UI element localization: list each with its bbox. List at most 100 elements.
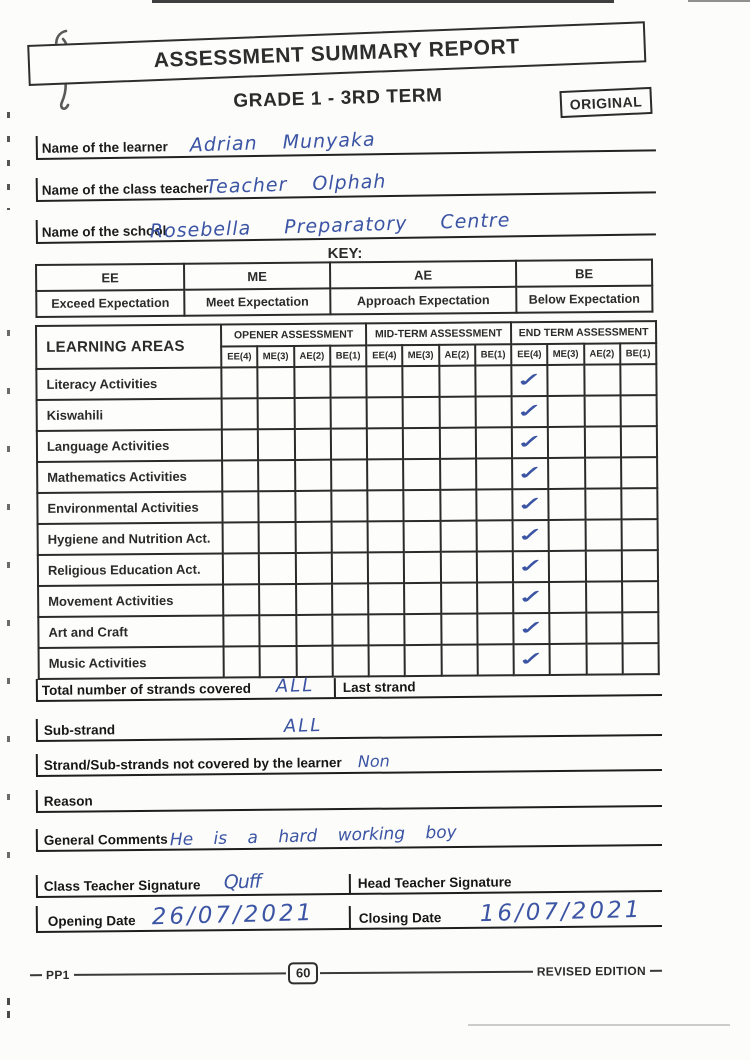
- general-comments-field: General Comments He is a hard working bo…: [35, 822, 662, 852]
- field-label: Strand/Sub-strands not covered by the le…: [43, 755, 342, 773]
- assessment-cell: [621, 519, 658, 551]
- assessment-cell: [440, 613, 478, 645]
- assessment-table-body: Literacy Activities ✓ Kiswahili ✓ Language A…: [36, 364, 659, 679]
- learning-area-label: Art and Craft: [38, 615, 224, 648]
- checkmark-icon: ✓: [518, 493, 544, 515]
- scan-edge-line: [688, 0, 750, 2]
- assessment-cell: [294, 397, 331, 429]
- footer-left-code: PP1: [45, 967, 70, 983]
- assessment-cell: [440, 551, 477, 583]
- assessment-cell: [258, 490, 296, 523]
- handwritten-teacher-name: Teacher Olphah: [205, 170, 387, 199]
- original-stamp: ORIGINAL: [559, 86, 653, 119]
- assessment-cell: ✓: [512, 550, 550, 583]
- assessment-cell: [258, 521, 296, 554]
- assessment-cell: [330, 459, 368, 491]
- assessment-cell: [620, 364, 657, 396]
- table-row: Movement Activities ✓: [38, 581, 659, 617]
- assessment-cell: [368, 583, 405, 615]
- subcol-header: AE(2): [438, 344, 476, 366]
- learning-area-label: Movement Activities: [38, 584, 224, 617]
- checkmark-icon: ✓: [518, 586, 544, 608]
- assessment-cell: [295, 583, 333, 615]
- assessment-cell: [439, 396, 476, 428]
- checkmark-icon: ✓: [517, 431, 543, 453]
- assessment-cell: [331, 583, 369, 615]
- assessment-cell: [293, 366, 331, 398]
- footer-dash: [649, 969, 663, 973]
- assessment-cell: [259, 583, 296, 616]
- scan-crease-line: [468, 1024, 730, 1026]
- assessment-cell: [295, 614, 333, 646]
- assessment-cell: [439, 489, 477, 521]
- assessment-cell: [294, 490, 332, 522]
- assessment-cell: [549, 612, 587, 644]
- assessment-cell: [404, 582, 441, 615]
- assessment-cell: [621, 581, 659, 613]
- assessment-cell: [584, 457, 622, 489]
- checkmark-icon: ✓: [517, 462, 543, 484]
- assessment-cell: ✓: [513, 581, 550, 614]
- field-label: Name of the learner: [41, 139, 168, 156]
- table-row: Mathematics Activities ✓: [37, 457, 658, 493]
- assessment-cell: [440, 520, 477, 552]
- handwritten-opening-date: 26/07/2021: [151, 899, 315, 931]
- assessment-cell: [403, 427, 440, 460]
- assessment-cell: [296, 645, 333, 677]
- subcol-header: BE(1): [619, 343, 657, 365]
- subcol-header: ME(3): [547, 343, 584, 365]
- footer-rule: [73, 972, 286, 977]
- assessment-cell: [222, 491, 259, 523]
- learning-area-label: Kiswahili: [36, 398, 222, 431]
- assessment-cell: [549, 643, 587, 675]
- field-label: Last strand: [342, 679, 416, 696]
- page-footer: PP1 60 REVISED EDITION: [29, 960, 663, 986]
- assessment-cell: [403, 489, 441, 522]
- subcol-header: AE(2): [583, 343, 621, 365]
- assessment-cell: [404, 613, 442, 646]
- assessment-cell: [402, 396, 440, 429]
- field-label: Closing Date: [358, 910, 442, 926]
- assessment-cell: [294, 428, 331, 460]
- handwritten-general-comments: He is a hard working boy: [169, 822, 458, 851]
- assessment-cell: [332, 645, 369, 677]
- assessment-cell: [330, 428, 368, 460]
- binding-perforation-marks: [7, 330, 10, 870]
- assessment-cell: [584, 395, 621, 427]
- assessment-cell: ✓: [511, 364, 548, 397]
- reason-field: Reason: [35, 783, 662, 813]
- assessment-cell: [620, 426, 658, 458]
- assessment-cell: [403, 458, 440, 491]
- learning-area-label: Environmental Activities: [37, 491, 223, 524]
- field-label: Opening Date: [47, 913, 136, 929]
- subcol-header: EE(4): [511, 343, 548, 366]
- key-meaning: Meet Expectation: [184, 288, 331, 316]
- checkmark-icon: ✓: [517, 400, 543, 422]
- assessment-cell: [621, 488, 658, 520]
- handwritten-sub-strand: ALL: [283, 714, 323, 737]
- assessment-cell: [258, 428, 295, 461]
- assessment-cell: [549, 550, 586, 582]
- table-row: Environmental Activities ✓: [37, 488, 658, 524]
- key-code: EE: [36, 263, 185, 291]
- assessment-cell: [257, 366, 295, 399]
- assessment-cell: [548, 457, 585, 489]
- assessment-cell: [476, 551, 514, 583]
- assessment-cell: [294, 459, 332, 491]
- table-row: Language Activities ✓: [36, 426, 658, 462]
- assessment-cell: [368, 614, 405, 646]
- assessment-cell: [223, 646, 261, 678]
- assessment-cell: [367, 552, 405, 584]
- assessment-cell: [259, 645, 297, 678]
- assessment-cell: [366, 428, 404, 460]
- checkmark-icon: ✓: [518, 524, 544, 546]
- assessment-cell: [586, 643, 623, 675]
- assessment-cell: [367, 459, 404, 491]
- assessment-cell: [548, 426, 585, 458]
- table-row: Religious Education Act. ✓: [37, 550, 659, 586]
- end-term-assessment-header: END TERM ASSESSMENT: [511, 321, 657, 345]
- assessment-cell: ✓: [513, 612, 550, 645]
- assessment-cell: [620, 395, 657, 427]
- assessment-cell: ✓: [512, 457, 549, 490]
- learning-area-label: Literacy Activities: [36, 367, 222, 400]
